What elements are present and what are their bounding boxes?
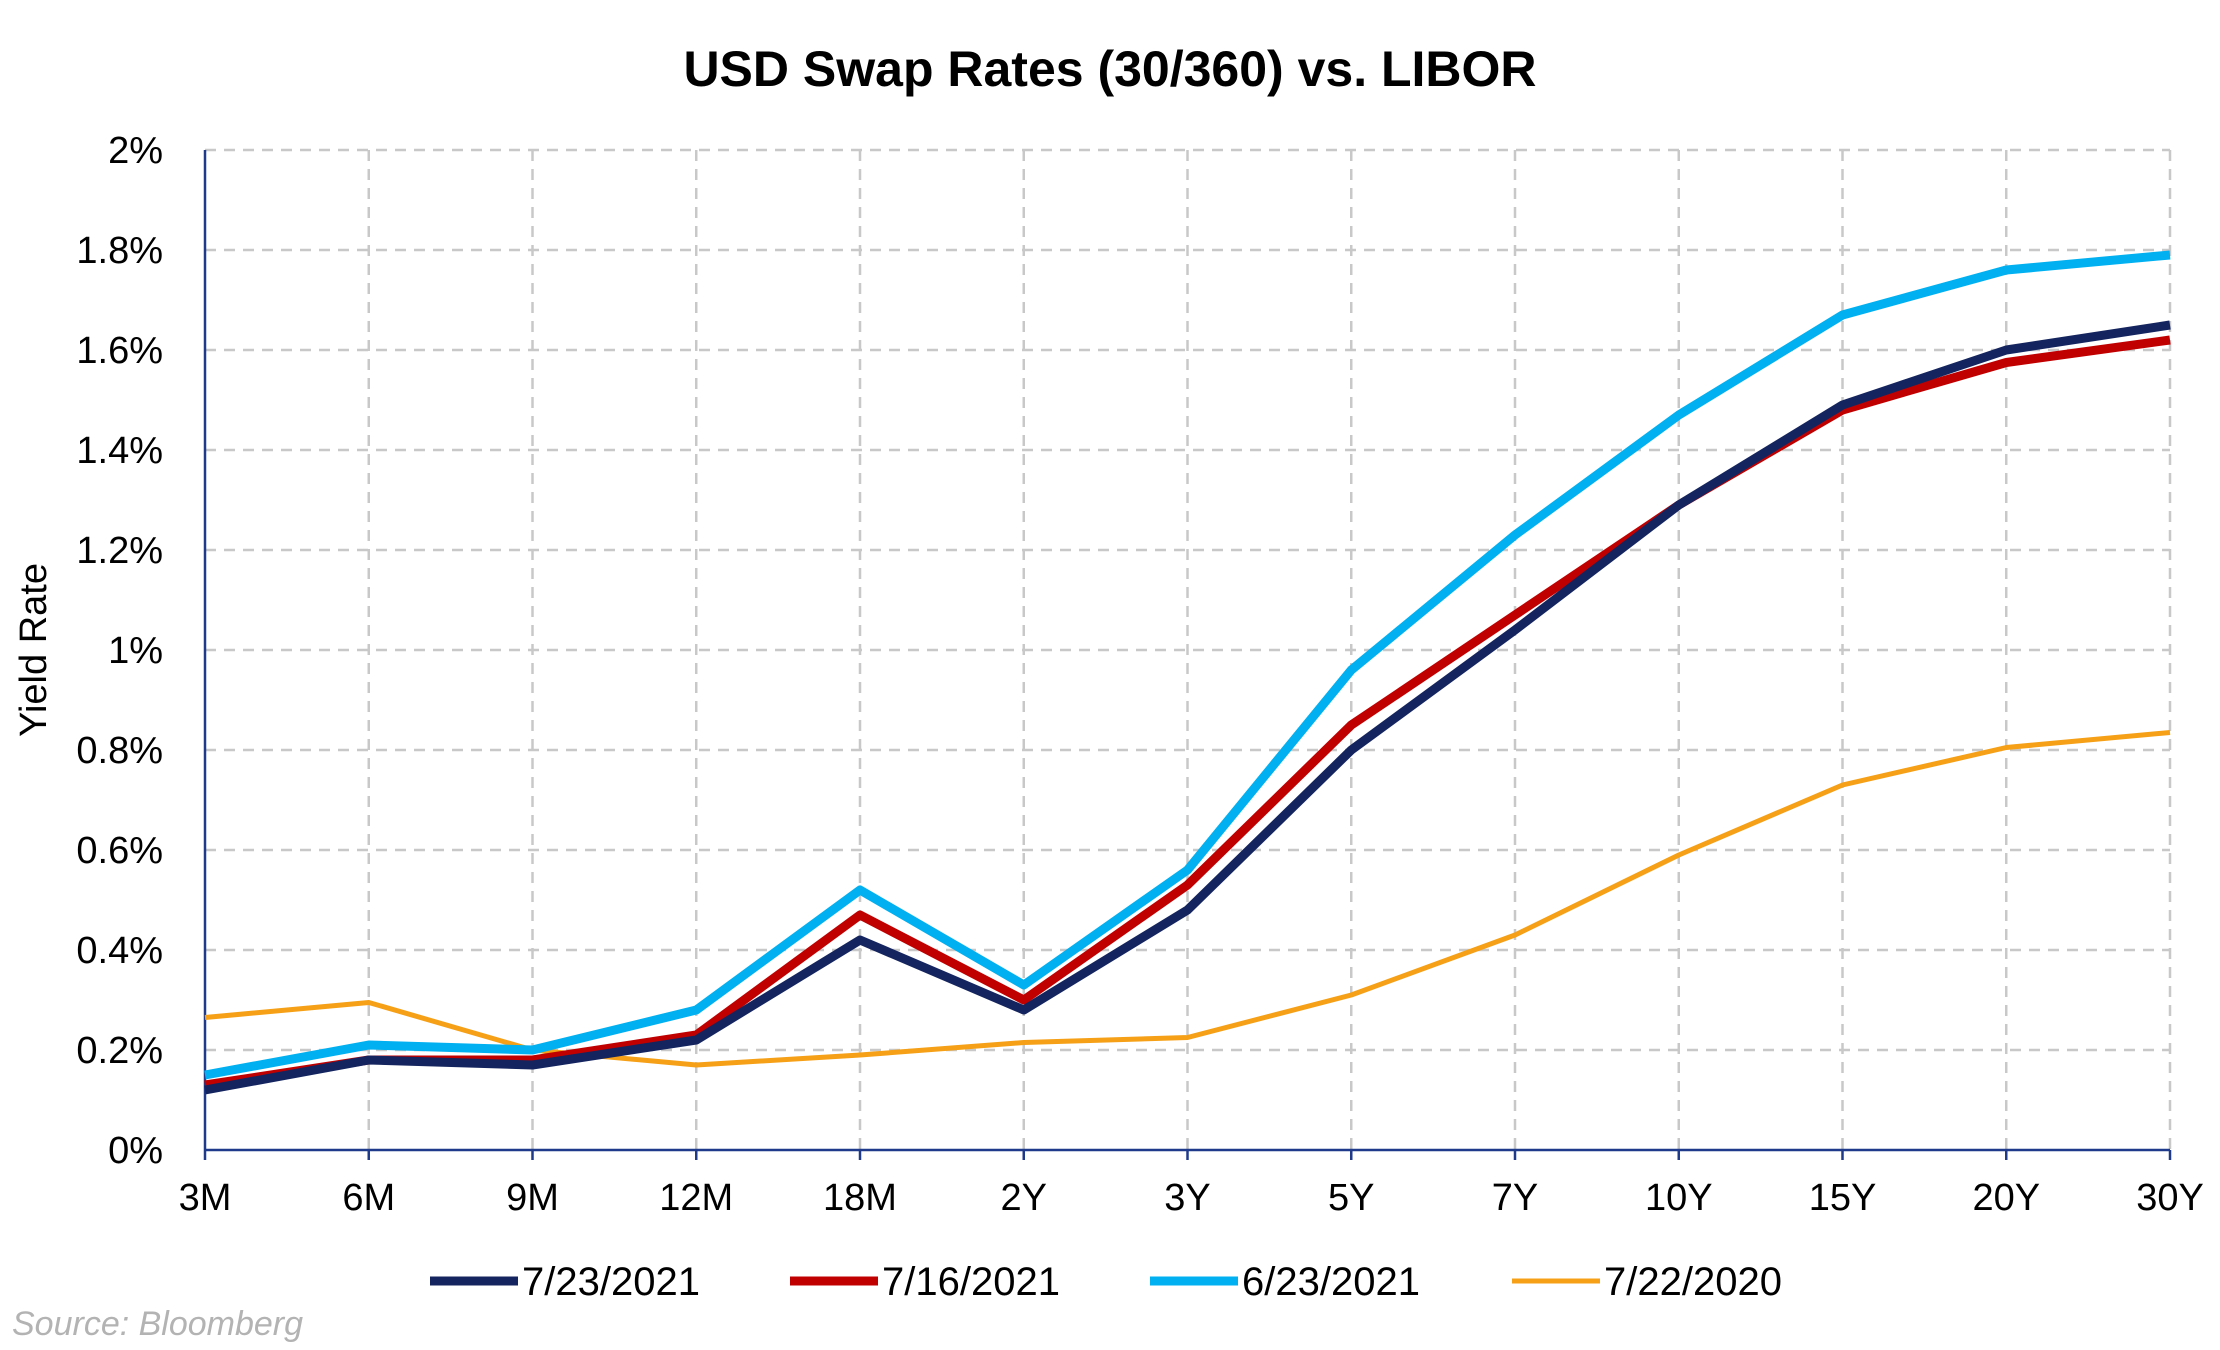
series-line-6-23-2021 <box>204 250 2171 1080</box>
legend-label: 6/23/2021 <box>1242 1260 1420 1304</box>
y-tick-label: 0% <box>108 1130 163 1172</box>
legend-label: 7/16/2021 <box>882 1260 1060 1304</box>
x-tick-label: 10Y <box>1645 1177 1713 1219</box>
axes <box>203 150 2172 1160</box>
y-tick-label: 0.6% <box>76 830 163 872</box>
x-tick-label: 2Y <box>1001 1177 1047 1219</box>
x-tick-label: 18M <box>823 1177 897 1219</box>
legend-label: 7/22/2020 <box>1604 1260 1782 1304</box>
series-lines <box>204 250 2171 1095</box>
x-tick-label: 12M <box>659 1177 733 1219</box>
x-tick-label: 5Y <box>1328 1177 1374 1219</box>
x-tick-label: 7Y <box>1492 1177 1538 1219</box>
chart-title: USD Swap Rates (30/360) vs. LIBOR <box>683 41 1536 97</box>
y-axis-title: Yield Rate <box>13 563 55 737</box>
x-tick-label: 6M <box>342 1177 395 1219</box>
y-tick-label: 1% <box>108 630 163 672</box>
y-tick-label: 1.2% <box>76 530 163 572</box>
x-tick-label: 9M <box>506 1177 559 1219</box>
y-tick-label: 0.2% <box>76 1030 163 1072</box>
x-tick-label: 15Y <box>1809 1177 1877 1219</box>
x-tick-label: 30Y <box>2136 1177 2204 1219</box>
legend: 7/23/2021 7/16/2021 6/23/2021 7/22/2020 <box>430 1260 1782 1304</box>
y-tick-labels: 0% 0.2% 0.4% 0.6% 0.8% 1% 1.2% 1.4% 1.6% 1.8% 2% <box>76 130 163 1172</box>
y-tick-label: 1.8% <box>76 230 163 272</box>
x-tick-label: 20Y <box>1972 1177 2040 1219</box>
series-line-7-23-2021 <box>204 320 2171 1095</box>
y-tick-label: 0.8% <box>76 730 163 772</box>
gridlines <box>205 148 2172 1150</box>
y-tick-label: 1.4% <box>76 430 163 472</box>
y-tick-label: 0.4% <box>76 930 163 972</box>
legend-label: 7/23/2021 <box>522 1260 700 1304</box>
y-tick-label: 1.6% <box>76 330 163 372</box>
x-tick-label: 3Y <box>1164 1177 1210 1219</box>
source-note: Source: Bloomberg <box>12 1305 303 1343</box>
x-tick-labels: 3M 6M 9M 12M 18M 2Y 3Y 5Y 7Y 10Y 15Y 20Y 30Y <box>179 1177 2204 1219</box>
x-tick-label: 3M <box>179 1177 232 1219</box>
y-tick-label: 2% <box>108 130 163 172</box>
